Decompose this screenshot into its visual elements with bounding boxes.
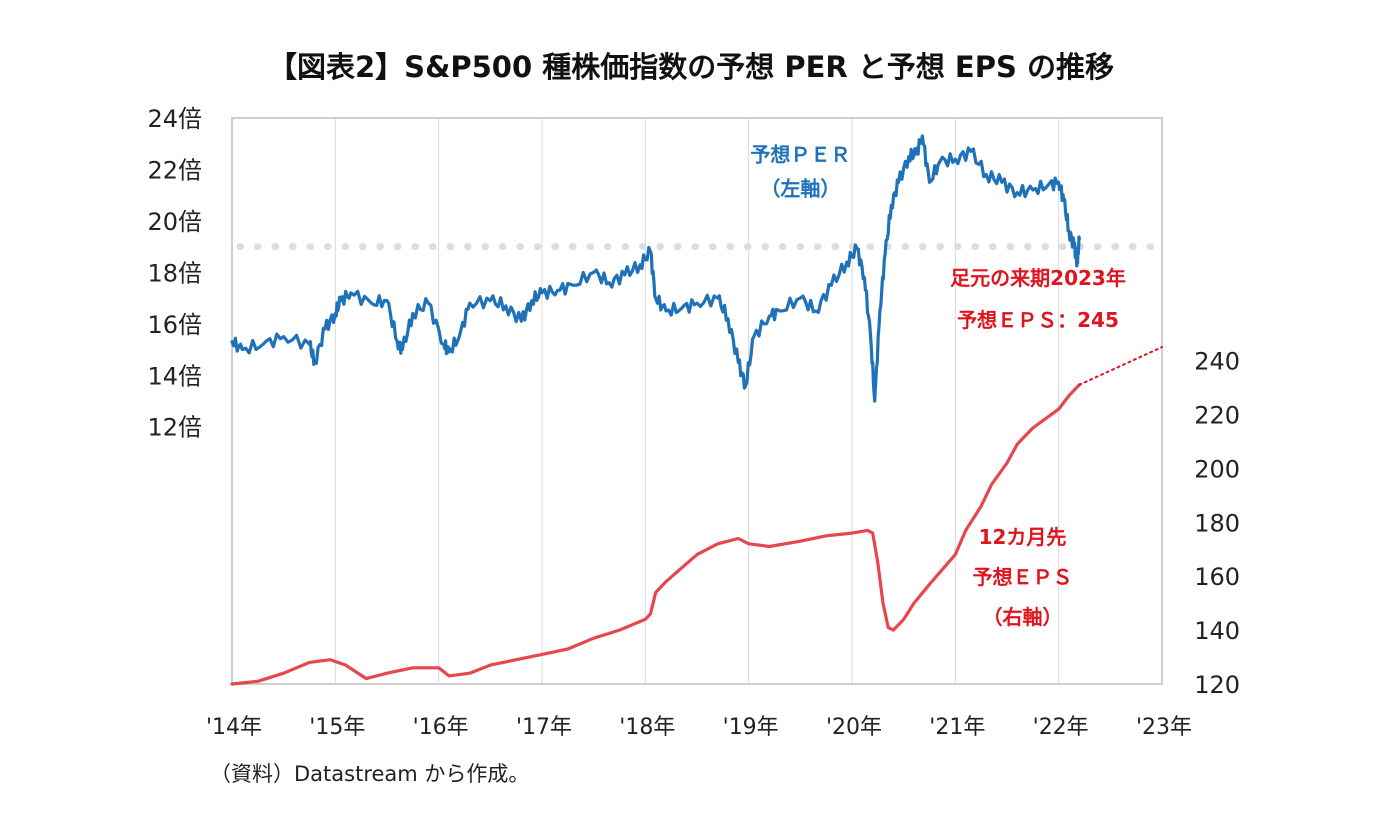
annotation-text: 予想ＰＥＲ [750, 143, 850, 167]
annotation-text: （左軸） [760, 177, 840, 201]
right-tick-label: 140 [1194, 617, 1240, 645]
x-tick-label: '19年 [723, 715, 779, 740]
right-tick-label: 160 [1194, 563, 1240, 591]
left-tick-label: 22倍 [147, 156, 202, 184]
series-line-0 [230, 134, 1081, 403]
x-tick-label: '16年 [413, 715, 469, 740]
chart-title: 【図表2】S&P500 種株価指数の予想 PER と予想 EPS の推移 [268, 50, 1114, 84]
x-tick-label: '22年 [1033, 715, 1089, 740]
series-layer [230, 134, 1163, 686]
x-tick-label: '15年 [309, 715, 365, 740]
left-tick-label: 24倍 [147, 105, 202, 133]
right-tick-label: 200 [1194, 455, 1240, 483]
left-tick-label: 20倍 [147, 208, 202, 236]
x-tick-label: '14年 [206, 715, 262, 740]
right-tick-label: 180 [1194, 509, 1240, 537]
annotation-text: 足元の来期2023年 [950, 266, 1126, 290]
annotation-text: 予想ＥＰＳ：245 [957, 308, 1119, 332]
right-tick-label: 220 [1194, 401, 1240, 429]
annotation-text: 12カ月先 [979, 525, 1067, 549]
x-tick-label: '20年 [826, 715, 882, 740]
left-tick-label: 14倍 [147, 362, 202, 390]
left-axis: 12倍 14倍 16倍 18倍 20倍 22倍 24倍 [147, 105, 202, 442]
left-tick-label: 18倍 [147, 259, 202, 287]
right-tick-label: 240 [1194, 348, 1240, 376]
x-tick-label: '18年 [619, 715, 675, 740]
source-note: （資料）Datastream から作成。 [210, 762, 530, 786]
left-tick-label: 16倍 [147, 311, 202, 339]
x-tick-label: '23年 [1136, 715, 1192, 740]
plot-border [231, 117, 1163, 685]
series-line-1 [230, 383, 1081, 686]
gridlines [334, 118, 1060, 684]
right-tick-label: 120 [1194, 671, 1240, 699]
x-axis: '14年 '15年 '16年 '17年 '18年 '19年 '20年 '21年 '22年 '23年 [206, 715, 1192, 740]
x-tick-label: '17年 [516, 715, 572, 740]
annotation-text: （右軸） [983, 605, 1063, 629]
left-tick-label: 12倍 [147, 414, 202, 442]
x-tick-label: '21年 [929, 715, 985, 740]
annotation-text: 予想ＥＰＳ [973, 565, 1073, 589]
series-line-2 [1078, 346, 1163, 386]
right-axis: 120 140 160 180 200 220 240 [1194, 348, 1240, 699]
